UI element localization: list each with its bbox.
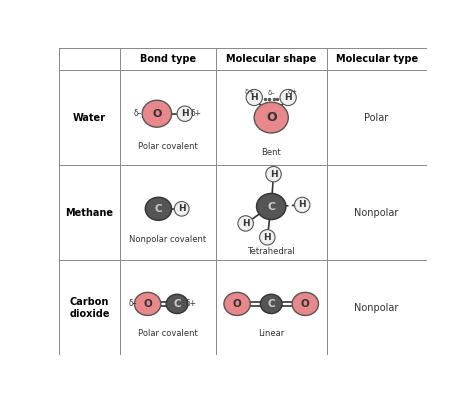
- Text: δ+: δ+: [185, 299, 197, 308]
- Ellipse shape: [260, 229, 275, 245]
- Ellipse shape: [294, 197, 310, 213]
- Text: C: C: [267, 299, 275, 309]
- Text: Tetrahedral: Tetrahedral: [247, 247, 295, 256]
- Text: H: H: [178, 204, 185, 213]
- Text: δ–: δ–: [128, 299, 137, 308]
- Text: δ–: δ–: [267, 90, 275, 96]
- Text: H: H: [299, 200, 306, 209]
- Text: H: H: [242, 219, 249, 228]
- Text: O: O: [266, 111, 276, 124]
- Text: H: H: [250, 93, 258, 102]
- Text: C: C: [155, 204, 162, 214]
- Ellipse shape: [292, 292, 319, 316]
- Text: Nonpolar: Nonpolar: [355, 303, 399, 313]
- Ellipse shape: [280, 89, 296, 106]
- Text: Nonpolar covalent: Nonpolar covalent: [129, 235, 206, 244]
- Ellipse shape: [177, 106, 192, 121]
- Text: δ+: δ+: [288, 89, 298, 95]
- Text: C: C: [267, 201, 275, 211]
- Ellipse shape: [246, 89, 263, 106]
- Text: δ+: δ+: [245, 89, 255, 95]
- Text: H: H: [264, 233, 271, 242]
- Text: Bond type: Bond type: [140, 54, 196, 64]
- Ellipse shape: [260, 294, 282, 314]
- Text: C: C: [173, 299, 181, 309]
- Ellipse shape: [142, 100, 172, 127]
- Text: H: H: [181, 109, 189, 118]
- Text: Molecular shape: Molecular shape: [226, 54, 317, 64]
- Text: Water: Water: [73, 113, 106, 122]
- Text: δ+: δ+: [190, 109, 201, 118]
- Text: δ–: δ–: [134, 109, 143, 118]
- Ellipse shape: [266, 166, 281, 182]
- Ellipse shape: [174, 201, 189, 216]
- Ellipse shape: [238, 216, 254, 231]
- Ellipse shape: [166, 294, 188, 314]
- Ellipse shape: [254, 102, 288, 133]
- Text: Polar covalent: Polar covalent: [138, 329, 198, 338]
- Text: Nonpolar: Nonpolar: [355, 207, 399, 218]
- Text: Carbon
dioxide: Carbon dioxide: [69, 297, 109, 318]
- Ellipse shape: [256, 194, 286, 219]
- Text: Methane: Methane: [65, 207, 113, 218]
- Text: Linear: Linear: [258, 329, 284, 338]
- Text: H: H: [284, 93, 292, 102]
- Text: O: O: [152, 109, 162, 119]
- Text: O: O: [233, 299, 241, 309]
- Text: Molecular type: Molecular type: [336, 54, 418, 64]
- Text: Bent: Bent: [261, 148, 281, 158]
- Text: H: H: [270, 170, 277, 179]
- Text: Polar covalent: Polar covalent: [138, 142, 198, 151]
- Ellipse shape: [145, 197, 172, 220]
- Text: O: O: [143, 299, 152, 309]
- Text: O: O: [301, 299, 310, 309]
- Ellipse shape: [135, 292, 161, 316]
- Ellipse shape: [224, 292, 250, 316]
- Text: Polar: Polar: [365, 113, 389, 122]
